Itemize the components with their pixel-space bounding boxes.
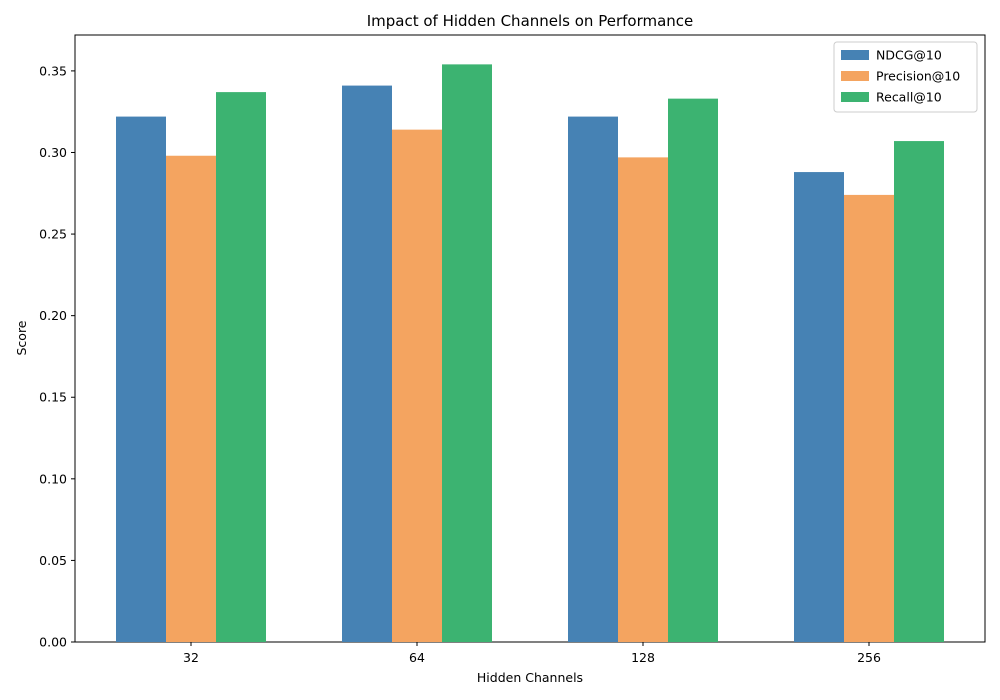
y-tick-label: 0.30 xyxy=(39,145,67,160)
bar-recall-10-64 xyxy=(442,64,492,642)
y-tick-label: 0.10 xyxy=(39,471,67,486)
bar-precision-10-256 xyxy=(844,194,894,642)
bar-ndcg-10-32 xyxy=(116,116,166,643)
legend-label-ndcg-10: NDCG@10 xyxy=(876,48,942,63)
legend-label-precision-10: Precision@10 xyxy=(876,69,960,84)
bar-recall-10-32 xyxy=(216,92,266,642)
bar-precision-10-32 xyxy=(166,155,216,642)
bar-ndcg-10-256 xyxy=(794,172,844,642)
legend-swatch-ndcg-10 xyxy=(841,50,869,60)
bar-precision-10-64 xyxy=(392,129,442,643)
x-tick-label: 64 xyxy=(409,650,425,665)
y-axis-label: Score xyxy=(14,320,29,355)
y-tick-label: 0.15 xyxy=(39,390,67,405)
x-tick-label: 256 xyxy=(857,650,881,665)
bar-ndcg-10-128 xyxy=(568,116,618,643)
x-tick-label: 128 xyxy=(631,650,655,665)
bar-recall-10-256 xyxy=(894,141,944,642)
plot-frame xyxy=(74,34,986,643)
legend-label-recall-10: Recall@10 xyxy=(876,90,942,105)
y-tick-label: 0.20 xyxy=(39,308,67,323)
x-tick-label: 32 xyxy=(183,650,199,665)
y-tick-label: 0.00 xyxy=(39,635,67,650)
legend-swatch-precision-10 xyxy=(841,71,869,81)
chart-title: Impact of Hidden Channels on Performance xyxy=(367,12,694,30)
y-tick-label: 0.35 xyxy=(39,63,67,78)
y-tick-label: 0.25 xyxy=(39,227,67,242)
y-tick-label: 0.05 xyxy=(39,553,67,568)
bar-recall-10-128 xyxy=(668,98,718,643)
bar-ndcg-10-64 xyxy=(342,85,392,643)
legend-swatch-recall-10 xyxy=(841,92,869,102)
legend-box xyxy=(833,41,978,113)
x-axis-label: Hidden Channels xyxy=(477,670,583,685)
plot-area: 0.00 0.05 0.10 0.15 0.20 0.25 0.30 0.35 32 64 128 2… xyxy=(39,34,986,665)
legend: NDCG@10 Precision@10 Recall@10 xyxy=(833,41,978,113)
bar-precision-10-128 xyxy=(618,157,668,642)
